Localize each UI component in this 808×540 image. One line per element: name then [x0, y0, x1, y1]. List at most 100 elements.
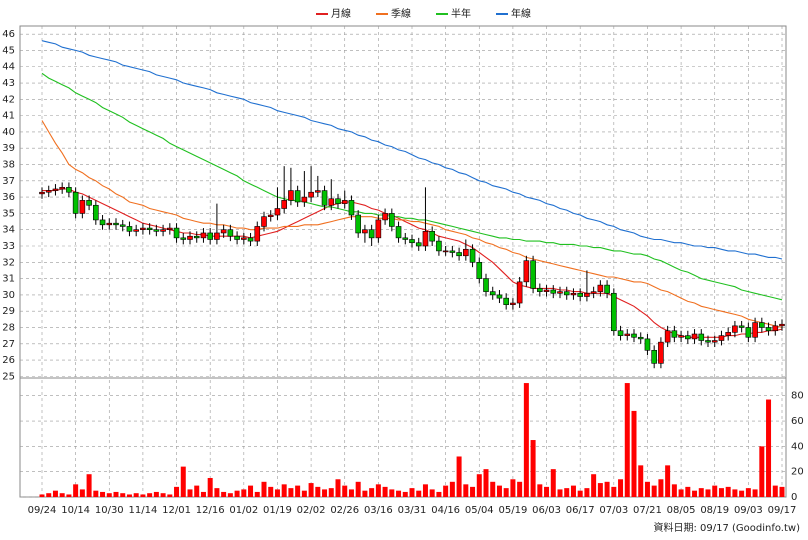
candle-body	[321, 190, 328, 206]
candle-body	[389, 213, 395, 227]
y-tick-label: 35	[2, 208, 15, 219]
volume-bar	[416, 490, 422, 497]
volume-bar	[692, 490, 698, 497]
volume-bar	[591, 474, 597, 497]
candle-body	[597, 284, 604, 292]
x-tick-label: 10/30	[95, 505, 124, 516]
volume-bar	[429, 489, 435, 497]
y-tick-label: 29	[2, 306, 15, 317]
y-tick-label: 37	[2, 176, 15, 187]
candle-body	[294, 190, 301, 203]
candle-body	[456, 252, 462, 257]
candle-body	[59, 187, 65, 190]
candle-body	[779, 323, 785, 327]
volume-bar	[93, 490, 99, 497]
candle-body	[590, 291, 597, 294]
y-tick-label: 34	[2, 225, 15, 236]
volume-bar	[187, 489, 193, 497]
candle-body	[133, 229, 139, 232]
volume-bar	[564, 488, 570, 497]
x-tick-label: 08/05	[667, 505, 696, 516]
x-tick-label: 03/16	[364, 505, 393, 516]
ma-line	[42, 188, 783, 338]
candle-body	[442, 250, 449, 253]
candle-body	[772, 325, 779, 332]
candle-body	[705, 340, 711, 343]
candle-body	[274, 208, 281, 216]
candle-body	[637, 336, 644, 340]
volume-bar	[348, 489, 354, 497]
volume-bar	[59, 493, 65, 497]
volume-bar	[422, 484, 428, 497]
volume-bar	[241, 489, 247, 497]
candle-body	[563, 291, 570, 296]
candle-body	[685, 335, 691, 340]
candle-body	[126, 226, 133, 232]
y-tick-label: 36	[2, 192, 15, 203]
volume-bar	[174, 486, 180, 497]
candle-body	[415, 242, 422, 247]
volume-bar	[355, 481, 361, 497]
candle-body	[631, 333, 637, 338]
volume-bar	[705, 489, 711, 497]
candle-body	[328, 198, 335, 206]
volume-bar	[766, 399, 772, 497]
candle-body	[483, 278, 489, 292]
candle-body	[45, 190, 52, 193]
candle-body	[261, 216, 267, 227]
volume-bar	[779, 486, 785, 497]
volume-bar	[685, 486, 691, 497]
volume-bar	[550, 469, 556, 497]
candle-body	[267, 214, 274, 217]
x-tick-label: 08/19	[700, 505, 729, 516]
volume-bar	[389, 489, 395, 497]
candle-body	[752, 322, 758, 338]
volume-bar	[288, 488, 294, 497]
volume-bar	[463, 484, 469, 497]
candle-body	[72, 191, 79, 214]
candle-body	[335, 198, 341, 204]
volume-bar	[517, 481, 523, 497]
x-tick-label: 07/21	[633, 505, 662, 516]
volume-bar	[153, 491, 159, 497]
volume-bar	[328, 488, 334, 497]
candle-body	[604, 284, 610, 294]
candle-body	[516, 281, 523, 304]
ma-line	[41, 72, 783, 301]
candle-body	[436, 240, 442, 252]
volume-bar	[604, 481, 610, 497]
volume-bar	[268, 486, 274, 497]
candle-body	[355, 214, 361, 234]
candle-body	[375, 219, 382, 239]
volume-bar	[79, 489, 85, 497]
candle-body	[106, 222, 113, 226]
volume-bar	[46, 493, 52, 497]
candle-body	[187, 235, 193, 240]
volume-bar	[113, 491, 119, 497]
volume-bar	[483, 469, 489, 497]
candle-body	[214, 232, 220, 240]
volume-bar	[597, 483, 603, 497]
candle-body	[718, 335, 725, 341]
plot-frame	[19, 25, 787, 498]
candle-body	[429, 231, 435, 242]
volume-bar	[570, 485, 576, 497]
candle-body	[180, 237, 187, 240]
candle-body	[200, 232, 207, 239]
volume-bar	[234, 490, 240, 497]
x-tick-label: 02/26	[330, 505, 359, 516]
volume-bar	[476, 474, 482, 497]
volume-bar	[443, 485, 449, 497]
x-tick-label: 02/02	[297, 505, 326, 516]
candle-body	[160, 229, 166, 232]
volume-bar	[160, 493, 166, 497]
candle-body	[658, 341, 664, 364]
volume-bar	[261, 481, 267, 497]
candle-body	[543, 289, 550, 292]
volume-bar	[100, 491, 106, 497]
volume-tick-label: 80	[791, 391, 804, 402]
volume-bar	[167, 494, 173, 497]
y-tick-label: 30	[2, 290, 15, 301]
candle-body	[449, 250, 456, 253]
